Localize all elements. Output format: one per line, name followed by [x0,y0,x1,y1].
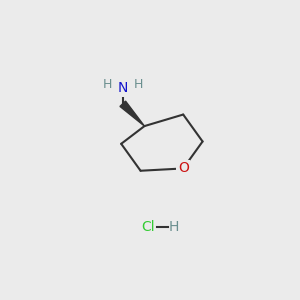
Text: N: N [118,81,128,95]
Text: H: H [103,78,112,91]
Text: H: H [169,220,179,234]
Polygon shape [120,101,145,126]
Text: Cl: Cl [142,220,155,234]
Text: H: H [134,78,143,91]
Text: O: O [178,161,189,176]
